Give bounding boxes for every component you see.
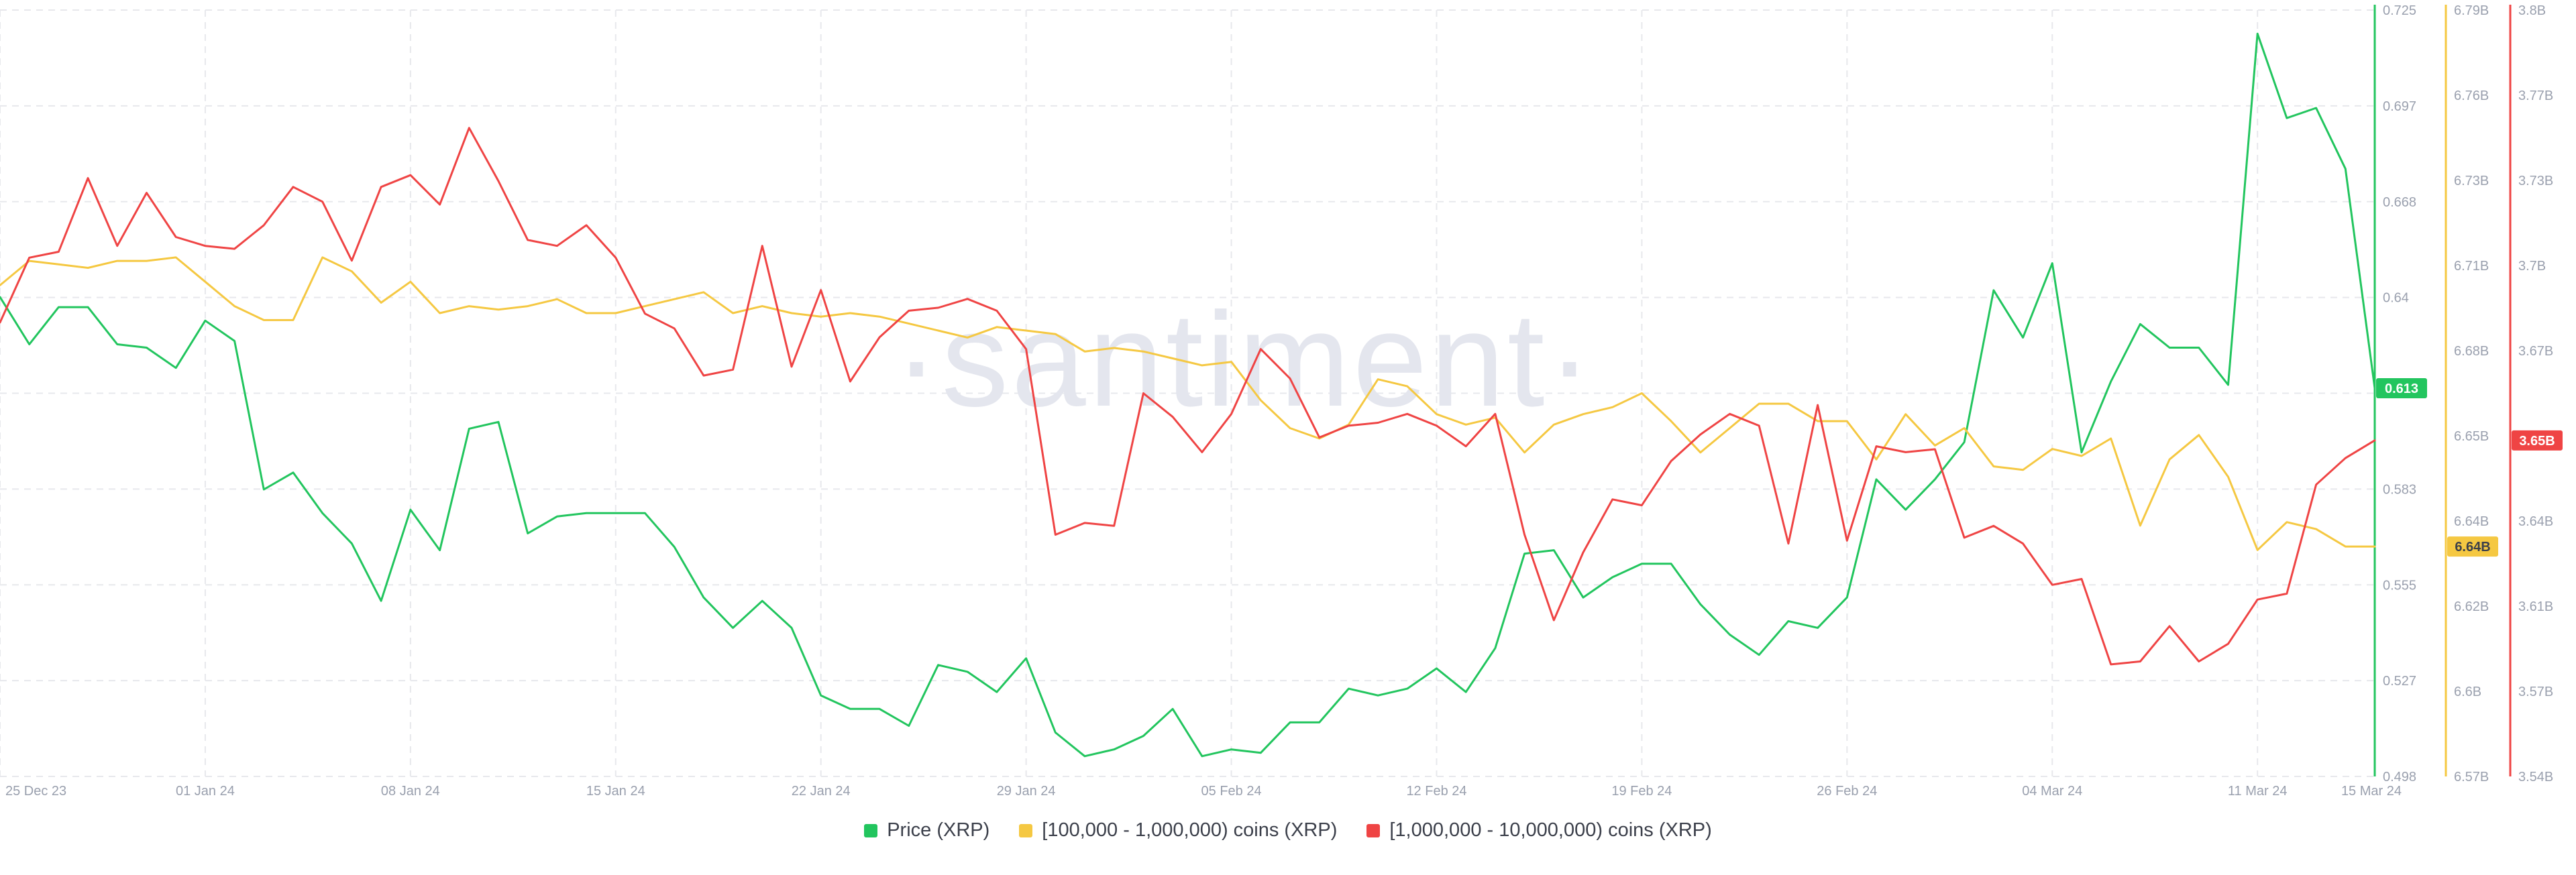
- last-value-label-holders_1m: 3.65B: [2519, 434, 2555, 449]
- y-tick-label-price: 0.527: [2383, 674, 2416, 689]
- legend-swatch-holders-100k: [1019, 823, 1033, 837]
- x-tick-label: 19 Feb 24: [1611, 784, 1672, 799]
- y-tick-label-holders_100k: 6.57B: [2454, 770, 2489, 784]
- y-tick-label-holders_100k: 6.71B: [2454, 259, 2489, 274]
- y-tick-label-holders_100k: 6.68B: [2454, 344, 2489, 359]
- y-tick-label-price: 0.697: [2383, 99, 2416, 114]
- x-tick-label: 15 Jan 24: [586, 784, 645, 799]
- y-tick-label-holders_1m: 3.61B: [2518, 599, 2553, 614]
- y-tick-label-holders_100k: 6.76B: [2454, 89, 2489, 103]
- y-tick-label-price: 0.498: [2383, 770, 2416, 784]
- x-tick-label: 05 Feb 24: [1201, 784, 1262, 799]
- last-value-label-price: 0.613: [2385, 382, 2418, 396]
- legend-label-holders-1m: [1,000,000 - 10,000,000) coins (XRP): [1389, 819, 1712, 841]
- series-line-holders_100k: [0, 256, 2376, 551]
- x-tick-label: 15 Mar 24: [2341, 784, 2402, 799]
- legend-item-price[interactable]: Price (XRP): [864, 819, 989, 841]
- series-line-price: [0, 32, 2376, 758]
- last-value-badges: 0.613 6.64B 3.65B: [2376, 377, 2563, 557]
- y-tick-label-holders_1m: 3.77B: [2518, 89, 2553, 103]
- x-tick-label: 26 Feb 24: [1817, 784, 1877, 799]
- watermark: ·santiment·: [894, 285, 1595, 434]
- y-tick-label-holders_100k: 6.62B: [2454, 599, 2489, 614]
- y-tick-label-holders_1m: 3.7B: [2518, 259, 2546, 274]
- y-tick-label-holders_100k: 6.79B: [2454, 3, 2489, 18]
- series-line-holders_1m: [0, 127, 2376, 666]
- legend-label-price: Price (XRP): [887, 819, 990, 841]
- y-tick-label-holders_1m: 3.73B: [2518, 174, 2553, 188]
- last-value-badge-price: [2376, 377, 2427, 398]
- x-tick-label: 25 Dec 23: [5, 784, 66, 799]
- axes: [2373, 5, 2512, 776]
- y-tick-label-holders_100k: 6.6B: [2454, 685, 2481, 699]
- x-tick-label: 12 Feb 24: [1406, 784, 1466, 799]
- legend-swatch-price: [864, 823, 878, 837]
- y-tick-label-holders_100k: 6.73B: [2454, 174, 2489, 188]
- legend-swatch-holders-1m: [1366, 823, 1381, 837]
- last-value-badge-holders_1m: [2512, 430, 2563, 451]
- y-tick-label-price: 0.725: [2383, 3, 2416, 18]
- x-tick-label: 11 Mar 24: [2228, 784, 2288, 799]
- last-value-label-holders_100k: 6.64B: [2455, 540, 2490, 555]
- x-tick-label: 01 Jan 24: [176, 784, 235, 799]
- y-tick-label-holders_1m: 3.54B: [2518, 770, 2553, 784]
- x-tick-label: 04 Mar 24: [2022, 784, 2082, 799]
- y-tick-label-holders_1m: 3.8B: [2518, 3, 2546, 18]
- y-tick-label-price: 0.668: [2383, 195, 2416, 210]
- y-tick-label-price: 0.555: [2383, 578, 2416, 593]
- grid: [0, 9, 2375, 777]
- y-tick-label-price: 0.64: [2383, 291, 2409, 306]
- y-tick-label-holders_1m: 3.67B: [2518, 344, 2553, 359]
- x-tick-label: 08 Jan 24: [381, 784, 440, 799]
- y-tick-label-price: 0.583: [2383, 482, 2416, 497]
- legend: Price (XRP) [100,000 - 1,000,000) coins …: [0, 819, 2576, 841]
- y-tick-label-holders_1m: 3.64B: [2518, 514, 2553, 529]
- y-tick-label-holders_100k: 6.64B: [2454, 514, 2489, 529]
- series-lines: [0, 32, 2376, 758]
- y-tick-label-holders_1m: 3.57B: [2518, 685, 2553, 699]
- x-tick-label: 29 Jan 24: [997, 784, 1056, 799]
- x-tick-label: 22 Jan 24: [792, 784, 851, 799]
- y-tick-label-holders_100k: 6.65B: [2454, 429, 2489, 444]
- legend-item-holders-100k[interactable]: [100,000 - 1,000,000) coins (XRP): [1019, 819, 1337, 841]
- legend-item-holders-1m[interactable]: [1,000,000 - 10,000,000) coins (XRP): [1366, 819, 1712, 841]
- last-value-badge-holders_100k: [2447, 536, 2498, 557]
- legend-label-holders-100k: [100,000 - 1,000,000) coins (XRP): [1042, 819, 1338, 841]
